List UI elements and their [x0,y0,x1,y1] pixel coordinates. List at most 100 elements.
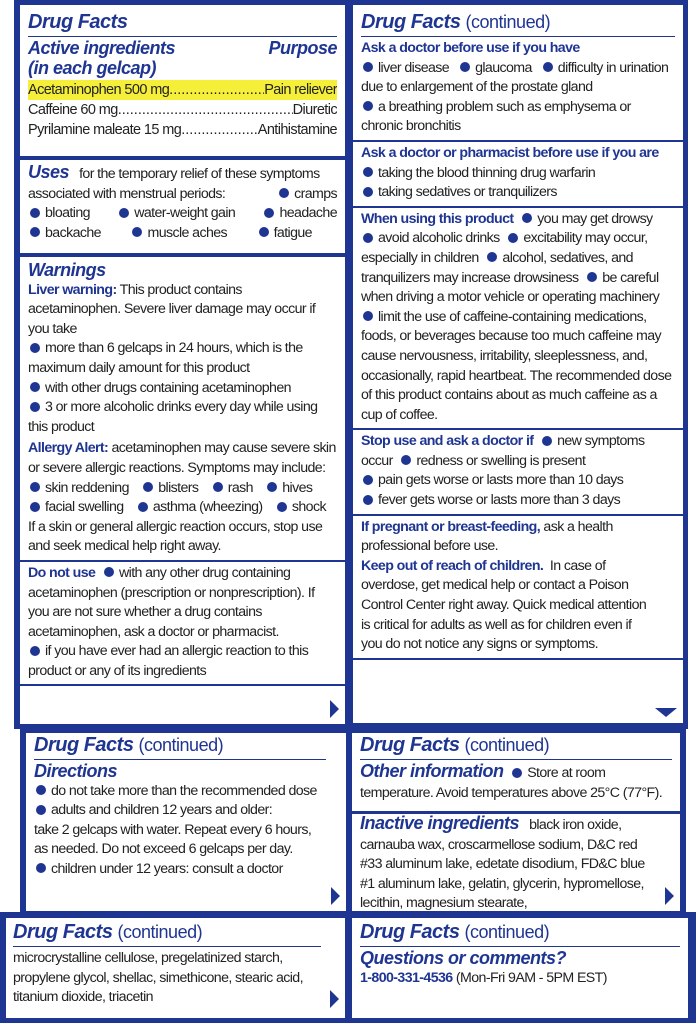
stop-use-heading: Stop use and ask a doctor if [361,433,534,450]
use-item: water-weight gain [134,205,236,222]
continued-label: (continued) [464,735,550,755]
use-item: muscle aches [147,224,228,241]
inactive-ingredients-panel: Inactive ingredients black iron oxide, c… [352,813,680,912]
bullet-icon [276,501,287,512]
bullet-icon [487,252,498,263]
list-item: difficulty in urination due to enlargeme… [361,59,669,96]
list-item: liver disease [378,59,450,76]
direction-item: do not take more than the recommended do… [51,782,317,799]
drug-facts-title: Drug Facts [13,921,113,943]
bullet-icon [363,232,373,243]
list-item: excitability may occur, especially in ch… [361,230,648,266]
continue-down-arrow-icon [655,708,677,717]
continued-label: (continued) [464,922,550,942]
drug-facts-title: Drug Facts [34,734,134,756]
bullet-icon [363,186,373,197]
other-info-heading: Other information [360,761,504,781]
allergy-item: facial swelling [45,499,124,516]
list-item: taking sedatives or tranquilizers [378,184,558,201]
uses-intro-cont: associated with menstrual periods: [28,185,226,202]
ingredient-purpose: Diuretic [292,101,337,118]
uses-panel: Uses for the temporary relief of these s… [20,160,345,253]
drug-facts-title: Drug Facts [361,11,461,33]
allergy-alert-text: acetaminophen may cause severe skin or s… [28,440,336,476]
bullet-icon [104,567,114,578]
warnings-panel: Warnings Liver warning: This product con… [20,257,345,724]
warning-item: more than 6 gelcaps in 24 hours, which i… [28,340,303,376]
continue-arrow-icon [665,887,674,905]
ingredient-name: Pyrilamine maleate 15 mg [28,121,182,138]
phone-hours: (Mon-Fri 9AM - 5PM EST) [455,969,608,986]
bullet-icon [363,101,373,112]
uses-intro: for the temporary relief of these sympto… [79,166,320,182]
when-using-heading: When using this product [361,210,514,227]
bullet-icon [212,482,223,493]
ingredient-row: Acetaminophen 500 mg Pain reliever [28,79,337,100]
warning-item: with other drugs containing acetaminophe… [45,379,292,396]
allergy-alert-label: Allergy Alert: [28,440,109,457]
allergy-item: rash [227,479,254,496]
list-item: redness or swelling is present [416,452,586,469]
inactive-text: black iron oxide, carnauba wax, croscarm… [360,817,645,912]
bullet-icon [36,863,46,874]
bullet-icon [363,494,373,505]
active-heading: Active ingredients [28,38,176,58]
ask-pharmacist-heading: Ask a doctor or pharmacist before use if… [361,144,659,161]
allergy-after-text: If a skin or general allergic reaction o… [28,518,323,555]
bullet-icon [30,207,40,218]
do-not-use-label: Do not use [28,564,96,581]
warnings-heading: Warnings [28,260,106,280]
list-item: be careful when driving a motor vehicle … [361,269,660,306]
active-subheading: (in each gelcap) [28,57,157,78]
phone-number[interactable]: 1-800-331-4536 [360,969,453,986]
use-item: cramps [294,185,338,202]
active-ingredients-panel: Drug Facts Active ingredients Purpose (in… [20,5,345,156]
allergy-item: skin reddening [45,479,129,496]
list-item: new symptoms occur [361,433,645,469]
ingredient-name: Caffeine 60 mg [28,101,118,118]
inactive-heading: Inactive ingredients [360,813,520,833]
ask-doctor-heading: Ask a doctor before use if you have [361,40,580,56]
bullet-icon [267,482,278,493]
ingredient-row: Pyrilamine maleate 15 mg Antihistamine [28,120,337,140]
direction-item: adults and children 12 years and older: [51,802,273,819]
bullet-icon [512,767,523,778]
continued-label: (continued) [465,12,551,32]
bullet-icon [363,167,373,178]
continue-arrow-icon [330,990,339,1008]
pregnant-label: If pregnant or breast-feeding, [361,518,541,535]
ingredient-purpose: Antihistamine [257,121,337,138]
list-item: fever gets worse or lasts more than 3 da… [378,492,621,509]
bullet-icon [30,382,40,393]
bullet-icon [279,188,290,199]
bullet-icon [522,213,533,224]
list-item: you may get drowsy [537,210,653,227]
liver-warning-text: This product contains acetaminophen. Sev… [28,281,316,337]
drug-facts-title: Drug Facts [28,5,337,37]
allergy-item: hives [282,479,313,496]
bullet-icon [587,272,598,283]
list-item: glaucoma [475,59,532,76]
keep-out-text: In case of overdose, get medical help or… [361,557,647,653]
inactive-continued-panel: Drug Facts (continued) microcrystalline … [6,918,345,1018]
liver-warning-label: Liver warning: [28,281,117,298]
allergy-item: asthma (wheezing) [152,499,263,516]
list-item: limit the use of caffeine-containing med… [361,308,672,423]
ingredient-row: Caffeine 60 mg Diuretic [28,100,337,120]
list-item: alcohol, sedatives, and tranquilizers ma… [361,249,634,286]
bullet-icon [30,645,40,656]
pregnant-text: ask a health professional before use. [361,518,613,555]
continued-label: (continued) [117,922,203,942]
allergy-item: shock [291,499,327,516]
directions-panel: Drug Facts (continued) Directions do not… [26,733,346,911]
bullet-icon [363,62,373,73]
list-item: pain gets worse or lasts more than 10 da… [378,472,624,489]
bullet-icon [401,455,412,466]
list-item: avoid alcoholic drinks [378,230,500,247]
bullet-icon [264,207,275,218]
use-item: backache [45,224,102,241]
use-item: bloating [45,205,91,222]
other-info-panel: Drug Facts (continued) Other information… [352,733,680,811]
bullet-icon [30,501,40,512]
questions-panel: Drug Facts (continued) Questions or comm… [352,918,688,1018]
